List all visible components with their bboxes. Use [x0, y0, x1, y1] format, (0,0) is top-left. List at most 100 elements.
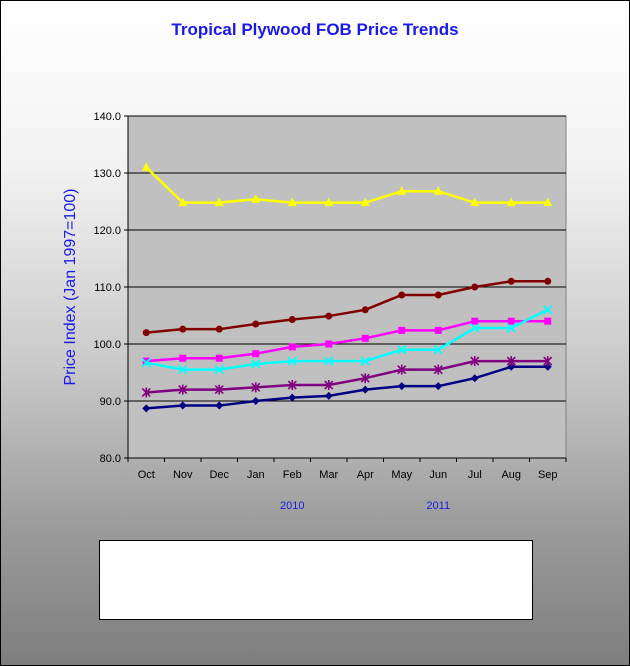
y-axis-title: Price Index (Jan 1997=100)	[62, 188, 79, 385]
y-tick-label: 110.0	[94, 282, 121, 294]
series-group	[142, 317, 552, 365]
data-point	[179, 325, 187, 333]
data-point	[214, 384, 224, 395]
data-point	[397, 345, 407, 355]
data-point	[506, 197, 516, 207]
data-point	[215, 401, 224, 410]
data-point	[506, 323, 516, 333]
x-tick-label: Apr	[357, 469, 374, 481]
x-tick-label: Mar	[319, 469, 338, 481]
data-point	[251, 382, 261, 393]
data-point	[178, 384, 188, 395]
data-point	[470, 356, 480, 367]
x-tick-label: Jul	[468, 469, 482, 481]
x-tick-label: Jan	[247, 469, 265, 481]
data-point	[434, 291, 442, 299]
y-tick-label: 90.0	[100, 396, 121, 408]
series-line	[146, 365, 548, 410]
legend	[99, 540, 533, 620]
series-group	[141, 305, 553, 375]
data-point	[397, 364, 407, 375]
data-point	[434, 326, 442, 334]
x-tick-label: Oct	[138, 469, 155, 481]
data-point	[178, 401, 187, 410]
data-point	[360, 197, 370, 207]
series-group	[142, 362, 552, 413]
data-point	[215, 354, 223, 362]
data-point	[252, 320, 260, 328]
data-point	[433, 186, 443, 195]
y-tick-label: 120.0	[93, 225, 121, 237]
data-point	[288, 315, 296, 323]
data-point	[544, 277, 552, 285]
x-tick-label: Sep	[538, 469, 558, 481]
series-line	[145, 166, 548, 204]
data-point	[215, 325, 223, 333]
data-point	[361, 385, 370, 394]
data-point	[361, 334, 369, 342]
series-line	[146, 359, 548, 394]
y-tick-label: 140.0	[93, 111, 121, 123]
data-point	[543, 362, 552, 371]
data-point	[397, 186, 407, 195]
data-point	[324, 391, 333, 400]
series-line	[146, 308, 549, 371]
data-point	[471, 283, 479, 291]
data-point	[470, 374, 479, 383]
data-point	[434, 382, 443, 391]
data-point	[543, 356, 553, 367]
data-point	[324, 356, 334, 366]
x-tick-label: Feb	[283, 469, 302, 481]
data-point	[178, 197, 188, 207]
data-point	[507, 317, 515, 325]
data-point	[398, 291, 406, 299]
data-point	[507, 277, 515, 285]
y-tick-label: 80.0	[100, 453, 121, 465]
data-point	[142, 357, 150, 365]
data-point	[287, 380, 297, 391]
series-line	[146, 319, 548, 363]
data-point	[470, 323, 480, 333]
data-point	[544, 317, 552, 325]
data-point	[287, 197, 297, 207]
data-point	[288, 393, 297, 402]
data-point	[325, 312, 333, 320]
data-point	[142, 404, 151, 413]
series-line	[146, 280, 548, 334]
y-tick-label: 100.0	[93, 339, 121, 351]
x-tick-label: Dec	[209, 469, 229, 481]
data-point	[543, 305, 553, 315]
data-point	[251, 359, 261, 369]
data-point	[433, 345, 443, 355]
year-label: 2010	[280, 500, 304, 512]
data-point	[141, 162, 151, 171]
data-point	[471, 317, 479, 325]
chart-title: Tropical Plywood FOB Price Trends	[171, 20, 459, 39]
data-point	[141, 387, 151, 398]
data-point	[324, 380, 334, 391]
data-point	[433, 364, 443, 375]
series-group	[141, 162, 553, 207]
data-point	[360, 373, 370, 384]
data-point	[397, 382, 406, 391]
data-point	[251, 397, 260, 405]
data-point	[543, 197, 553, 207]
data-point	[214, 197, 224, 207]
data-point	[178, 365, 188, 375]
data-point	[361, 306, 369, 314]
data-point	[252, 350, 260, 358]
year-label: 2011	[426, 500, 450, 512]
x-tick-label: Nov	[173, 469, 193, 481]
data-point	[470, 197, 480, 207]
data-point	[288, 343, 296, 351]
data-point	[324, 197, 334, 207]
data-point	[325, 340, 333, 348]
data-point	[506, 356, 516, 367]
data-point	[507, 362, 516, 371]
y-tick-label: 130.0	[93, 168, 121, 180]
series-group	[141, 356, 553, 398]
x-tick-label: Aug	[501, 469, 521, 481]
x-tick-label: Jun	[429, 469, 447, 481]
data-point	[287, 356, 297, 366]
